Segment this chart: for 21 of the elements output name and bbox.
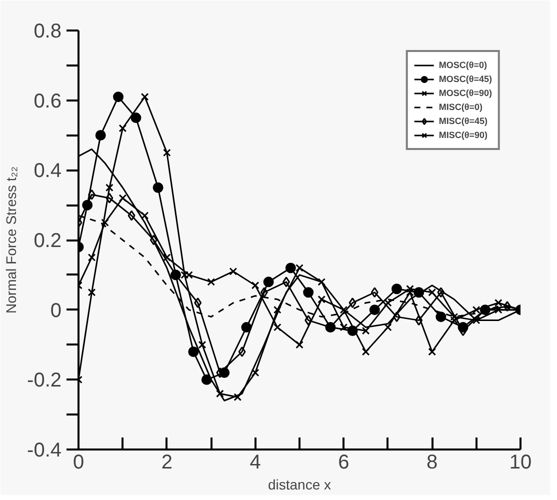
y-tick-label: 0	[50, 300, 62, 322]
legend-label: MISC(θ=45)	[438, 115, 488, 128]
legend-label: MOSC(θ=45)	[438, 73, 492, 86]
y-tick-label: 0.2	[34, 230, 62, 252]
legend-label: MOSC(θ=0)	[438, 59, 487, 72]
x-tick-label: 2	[161, 452, 172, 474]
y-axis-title: Normal Force Stress t₂₂	[3, 166, 20, 314]
y-tick-label: -0.4	[27, 440, 62, 462]
x-tick-label: 10	[509, 452, 532, 474]
legend-label: MOSC(θ=90)	[438, 87, 492, 100]
x-axis-title: distance x	[268, 476, 332, 492]
x-tick-label: 0	[72, 452, 84, 474]
x-tick-label: 8	[426, 452, 438, 474]
y-tick-label: 0.6	[34, 90, 62, 112]
x-tick-label: 4	[250, 452, 261, 474]
legend-label: MISC(θ=90)	[438, 129, 488, 142]
y-tick-label: 0.4	[34, 160, 62, 182]
y-tick-label: 0.8	[34, 20, 62, 42]
x-tick-label: 6	[338, 452, 350, 474]
legend-label: MISC(θ=0)	[438, 101, 482, 114]
y-tick-label: -0.2	[27, 370, 62, 392]
